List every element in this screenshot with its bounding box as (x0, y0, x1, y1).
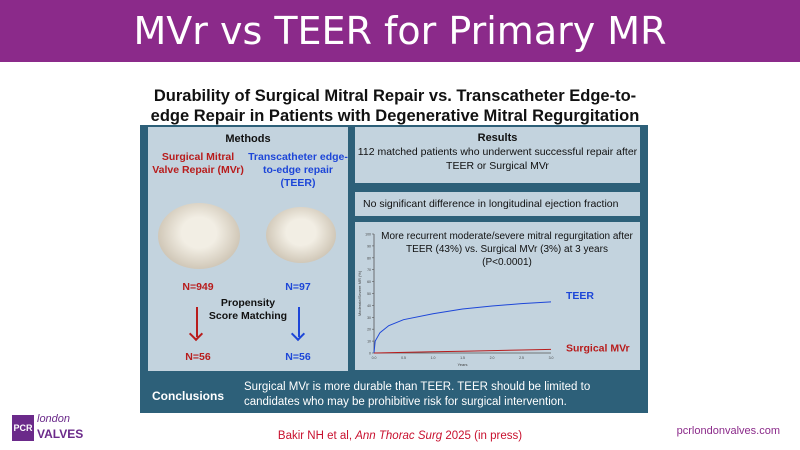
ef-finding: No significant difference in longitudina… (355, 192, 640, 216)
x-tick-label: 2.0 (490, 356, 495, 360)
x-tick-label: 1.5 (460, 356, 465, 360)
series-line-teer (373, 301, 552, 354)
conclusions-label: Conclusions (152, 389, 225, 403)
mvr-matched-n: N=56 (185, 351, 211, 363)
y-tick-label: 70 (367, 268, 371, 272)
y-tick-label: 90 (367, 244, 371, 248)
y-tick-label: 20 (367, 328, 371, 332)
x-tick-label: 0.0 (372, 356, 377, 360)
y-axis-label: Moderate/Severe MR (%) (357, 270, 362, 316)
logo-bottom: VALVES (37, 427, 84, 441)
down-arrow-icon (298, 307, 300, 337)
y-tick-label: 40 (367, 304, 371, 308)
results-box: Results 112 matched patients who underwe… (355, 127, 640, 183)
y-tick-label: 80 (367, 256, 371, 260)
methods-box: Methods Surgical Mitral Valve Repair (MV… (148, 127, 348, 371)
propensity-matching-label: Propensity Score Matching (208, 297, 288, 322)
website-link[interactable]: pcrlondonvalves.com (676, 425, 780, 437)
teer-n: N=97 (285, 281, 311, 293)
methods-heading: Methods (225, 133, 271, 145)
chart-pvalue: (P<0.0001) (482, 257, 532, 268)
citation-authors: Bakir NH et al, (277, 430, 356, 442)
y-tick-label: 60 (367, 280, 371, 284)
citation-year: 2025 (in press) (442, 430, 523, 442)
results-text: 112 matched patients who underwent succe… (357, 146, 638, 172)
citation: Bakir NH et al, Ann Thorac Surg 2025 (in… (0, 430, 800, 442)
down-arrow-icon (196, 307, 198, 337)
x-tick-label: 2.5 (519, 356, 524, 360)
citation-journal: Ann Thorac Surg (355, 430, 443, 442)
x-tick-label: 0.5 (401, 356, 406, 360)
legend-label: Surgical MVr (566, 342, 630, 354)
figure-title: Durability of Surgical Mitral Repair vs.… (150, 87, 640, 125)
series-line-surgical-mvr (373, 348, 552, 354)
conclusions-bar: Conclusions Surgical MVr is more durable… (140, 377, 648, 413)
logo-mark: PCR (12, 415, 34, 441)
slide-title: MVr vs TEER for Primary MR (0, 0, 800, 62)
y-tick-label: 10 (367, 340, 371, 344)
y-tick-label: 0 (369, 352, 371, 356)
logo-top: london (37, 413, 71, 425)
x-tick-label: 1.0 (431, 356, 436, 360)
teer-matched-n: N=56 (285, 351, 311, 363)
chart-box: 0 10 20 30 40 50 60 70 80 90 100 0.0 0.5 1.0 1.5 2.0 2.5… (355, 222, 640, 370)
teer-valve-image (266, 207, 336, 263)
conclusions-text: Surgical MVr is more durable than TEER. … (244, 381, 591, 408)
results-heading: Results (477, 132, 518, 144)
mvr-label: Surgical Mitral Valve Repair (MVr) (152, 151, 244, 176)
chart-note: More recurrent moderate/severe mitral re… (381, 231, 633, 255)
y-tick-label: 30 (367, 316, 371, 320)
y-tick-label: 100 (365, 233, 371, 237)
graphical-abstract: Methods Surgical Mitral Valve Repair (MV… (140, 125, 648, 413)
teer-label: Transcatheter edge-to-edge repair (TEER) (248, 151, 348, 189)
surgical-valve-image (158, 203, 240, 269)
pcr-london-valves-logo: PCR london VALVES (12, 413, 92, 441)
mr-chart: 0 10 20 30 40 50 60 70 80 90 100 0.0 0.5 1.0 1.5 2.0 2.5… (357, 233, 630, 368)
x-axis-label: Years (457, 362, 467, 367)
legend-label: TEER (566, 290, 594, 302)
y-tick-label: 50 (367, 292, 371, 296)
x-tick-label: 3.0 (549, 356, 554, 360)
mvr-n: N=949 (182, 281, 214, 293)
